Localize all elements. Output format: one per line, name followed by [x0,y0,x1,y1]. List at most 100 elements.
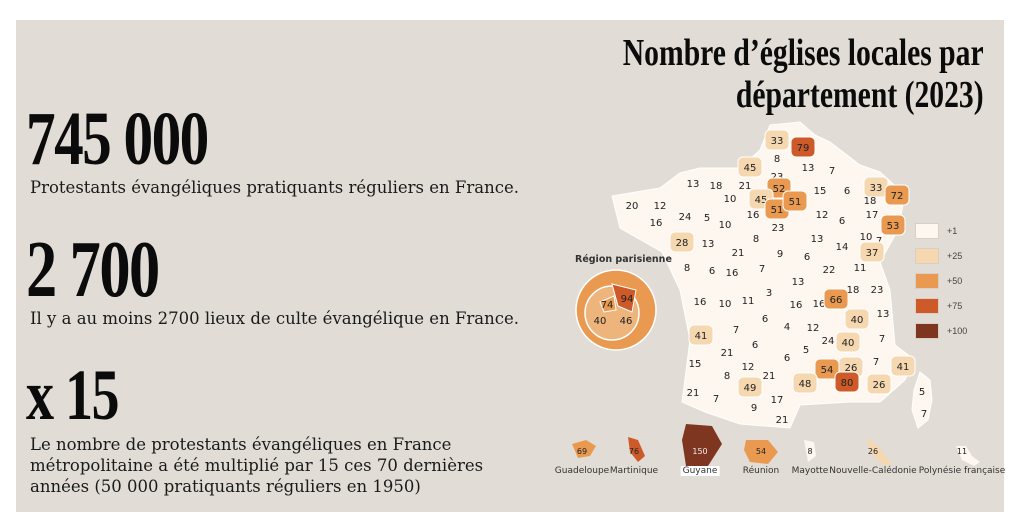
department[interactable]: 16 [747,210,760,221]
overseas-territory[interactable]: 69 [572,440,596,458]
department[interactable]: 45 [737,156,763,178]
department[interactable]: 21 [739,181,752,192]
department[interactable]: 51 [782,190,808,212]
department[interactable]: 7 [713,394,719,405]
department[interactable]: 23 [772,223,785,234]
department[interactable]: 14 [836,242,849,253]
department[interactable]: 40 [835,331,861,353]
overseas-territory[interactable]: 76 [628,437,645,462]
department[interactable]: 40 [844,308,870,330]
department[interactable]: 6 [752,340,758,351]
department[interactable]: 3 [766,288,772,299]
department[interactable]: 18 [710,181,723,192]
department[interactable]: 5 [803,345,809,356]
department[interactable]: 4 [784,322,790,333]
overseas-territory[interactable]: 54 [744,440,778,464]
department[interactable]: 13 [811,234,824,245]
department-value: 10 [719,299,732,310]
department[interactable]: 7 [829,166,835,177]
department[interactable]: 24 [679,212,692,223]
department[interactable]: 17 [866,210,879,221]
department[interactable]: 7 [879,334,885,345]
department[interactable]: 16 [726,268,739,279]
department[interactable]: 13 [877,309,890,320]
department[interactable]: 26 [866,373,892,395]
overseas-territory[interactable]: 8 [804,440,816,462]
department[interactable]: 11 [742,296,755,307]
department[interactable]: 21 [776,415,789,426]
department[interactable]: 21 [721,348,734,359]
department[interactable]: 16 [694,297,707,308]
department[interactable]: 12 [816,210,829,221]
department-value: 72 [891,191,904,202]
department[interactable]: 53 [880,214,906,236]
department[interactable]: 6 [804,252,810,263]
department[interactable]: 12 [807,323,820,334]
department[interactable]: 8 [684,263,690,274]
department[interactable]: 48 [792,372,818,394]
department[interactable]: 49 [737,376,763,398]
department[interactable]: 21 [732,248,745,259]
department-fill [866,373,892,395]
department[interactable]: 11 [854,263,867,274]
department[interactable]: 8 [724,371,730,382]
department[interactable]: 13 [802,163,815,174]
department[interactable]: 20 [626,201,639,212]
department[interactable]: 7 [873,357,879,368]
department[interactable]: 6 [709,266,715,277]
department[interactable]: 33 [863,176,889,198]
department[interactable]: 13 [687,179,700,190]
department[interactable]: 8 [774,154,780,165]
department[interactable]: 10 [719,299,732,310]
department[interactable]: 16 [650,218,663,229]
department[interactable]: 17 [771,395,784,406]
legend-item: +50 [915,273,962,289]
department[interactable]: 18 [864,196,877,207]
department[interactable]: 37 [859,241,885,263]
department[interactable]: 18 [847,285,860,296]
department[interactable]: 28 [669,231,695,253]
department[interactable]: 13 [792,277,805,288]
department[interactable]: 33 [764,129,790,151]
department-value: 10 [724,194,737,205]
department[interactable]: 12 [654,201,667,212]
department[interactable]: 15 [689,359,702,370]
department[interactable]: 16 [790,300,803,311]
department[interactable]: 7 [733,325,739,336]
department[interactable]: 15 [814,186,827,197]
department[interactable]: 13 [702,239,715,250]
department[interactable]: 80 [834,371,860,393]
department[interactable]: 10 [724,194,737,205]
department[interactable]: 66 [823,288,849,310]
overseas-territory[interactable]: 11 [956,446,980,466]
department[interactable]: 23 [871,285,884,296]
department[interactable]: 72 [884,184,910,206]
department[interactable]: 21 [763,371,776,382]
department[interactable]: 10 [860,232,873,243]
department[interactable]: 22 [823,265,836,276]
department[interactable]: 12 [742,362,755,373]
department[interactable]: 41 [890,355,916,377]
department-value: 17 [771,395,784,406]
department[interactable]: 6 [839,216,845,227]
department[interactable]: 5 [704,213,710,224]
department[interactable]: 79 [790,136,816,158]
overseas-territory[interactable]: 26 [866,438,892,466]
department-value: 6 [844,186,850,197]
department[interactable]: 24 [822,336,835,347]
department[interactable]: 9 [777,249,783,260]
department[interactable]: 5 [919,387,925,398]
department[interactable]: 8 [753,234,759,245]
department-value: 13 [877,309,890,320]
department[interactable]: 16 [813,299,826,310]
department[interactable]: 9 [751,403,757,414]
department[interactable]: 6 [762,314,768,325]
department[interactable]: 41 [688,324,714,346]
department[interactable]: 21 [687,388,700,399]
department[interactable]: 7 [921,409,927,420]
department[interactable]: 6 [844,186,850,197]
department[interactable]: 6 [784,353,790,364]
overseas-territory[interactable]: 150 [682,424,722,466]
department[interactable]: 10 [719,220,732,231]
department[interactable]: 7 [759,264,765,275]
